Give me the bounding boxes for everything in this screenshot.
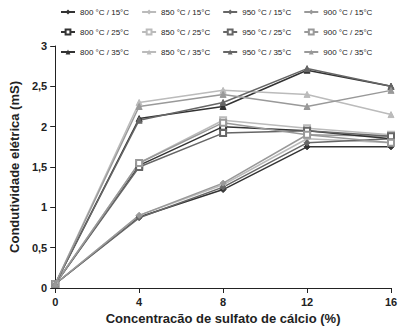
svg-text:850 °C / 15°C: 850 °C / 15°C	[161, 8, 210, 17]
svg-text:3: 3	[41, 40, 47, 52]
svg-text:1,5: 1,5	[32, 161, 47, 173]
svg-text:0: 0	[41, 282, 47, 294]
svg-text:Concentracão de sulfato de cál: Concentracão de sulfato de cálcio (%)	[106, 311, 341, 326]
svg-text:900 °C / 15°C: 900 °C / 15°C	[323, 8, 372, 17]
svg-text:900 °C / 35°C: 900 °C / 35°C	[323, 48, 372, 57]
svg-text:800 °C / 25°C: 800 °C / 25°C	[80, 28, 129, 37]
svg-text:4: 4	[136, 296, 143, 308]
svg-text:950 °C / 25°C: 950 °C / 25°C	[242, 28, 291, 37]
svg-text:2: 2	[41, 121, 47, 133]
svg-text:1: 1	[41, 201, 47, 213]
svg-text:8: 8	[220, 296, 226, 308]
svg-text:12: 12	[301, 296, 313, 308]
svg-text:0: 0	[52, 296, 58, 308]
svg-text:0,5: 0,5	[32, 242, 47, 254]
svg-text:16: 16	[385, 296, 397, 308]
svg-text:800 °C / 15°C: 800 °C / 15°C	[80, 8, 129, 17]
svg-text:850 °C / 35°C: 850 °C / 35°C	[161, 48, 210, 57]
svg-text:Condutividade elétrica (mS): Condutividade elétrica (mS)	[7, 81, 22, 253]
svg-text:900 °C / 25°C: 900 °C / 25°C	[323, 28, 372, 37]
svg-text:800 °C / 35°C: 800 °C / 35°C	[80, 48, 129, 57]
svg-text:2,5: 2,5	[32, 80, 47, 92]
svg-text:950 °C / 35°C: 950 °C / 35°C	[242, 48, 291, 57]
svg-text:950 °C / 15°C: 950 °C / 15°C	[242, 8, 291, 17]
svg-text:850 °C / 25°C: 850 °C / 25°C	[161, 28, 210, 37]
